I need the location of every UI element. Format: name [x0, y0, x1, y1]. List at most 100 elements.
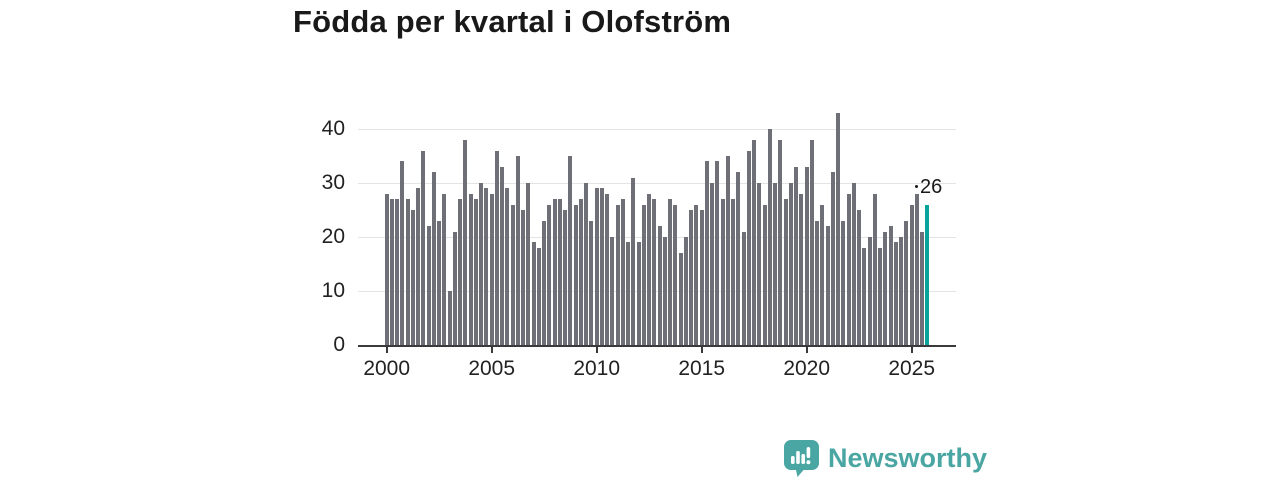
- bar: [589, 220, 594, 345]
- bar: [857, 210, 862, 345]
- last-value-label: 26: [920, 176, 943, 198]
- x-axis-line: [358, 345, 956, 347]
- x-tick-label: 2010: [573, 357, 621, 380]
- bar: [794, 166, 799, 345]
- bar: [531, 242, 536, 345]
- bar: [820, 204, 825, 345]
- gridline: [358, 237, 956, 238]
- chart-title: Födda per kvartal i Olofström: [293, 4, 732, 39]
- newsworthy-brand-link[interactable]: Newsworthy: [783, 439, 987, 477]
- bar: [479, 183, 484, 345]
- bar: [452, 231, 457, 345]
- bar: [883, 231, 888, 345]
- bar: [384, 193, 389, 345]
- bar: [636, 242, 641, 345]
- bar: [500, 166, 505, 345]
- bar: [668, 199, 673, 345]
- bar: [773, 183, 778, 345]
- y-tick-label: 20: [321, 225, 345, 248]
- x-tick-mark: [385, 347, 388, 353]
- bar: [899, 237, 904, 345]
- bar: [725, 156, 730, 345]
- bar: [505, 188, 510, 345]
- bar: [626, 242, 631, 345]
- bar: [426, 226, 431, 345]
- bar: [463, 139, 468, 345]
- bar: [673, 204, 678, 345]
- bar: [804, 166, 809, 345]
- x-tick-label: 2005: [468, 357, 516, 380]
- bar: [694, 204, 699, 345]
- bar: [678, 253, 683, 345]
- bar: [851, 183, 856, 345]
- bar: [599, 188, 604, 345]
- bar: [631, 177, 636, 345]
- bar: [468, 193, 473, 345]
- x-tick-label: 2015: [678, 357, 726, 380]
- bar: [447, 291, 452, 345]
- bar: [510, 204, 515, 345]
- bar: [715, 161, 720, 345]
- bar: [547, 204, 552, 345]
- bar: [867, 237, 872, 345]
- x-tick-label: 2025: [888, 357, 936, 380]
- bar: [762, 204, 767, 345]
- annotation-leader-dot: [915, 185, 918, 188]
- bar: [568, 156, 573, 345]
- bar: [699, 210, 704, 345]
- bar: [615, 204, 620, 345]
- bar: [799, 193, 804, 345]
- bar: [788, 183, 793, 345]
- bar: [841, 220, 846, 345]
- bar: [783, 199, 788, 345]
- gridline: [358, 129, 956, 130]
- bar: [815, 220, 820, 345]
- brand-name: Newsworthy: [827, 442, 987, 473]
- bar: [736, 172, 741, 345]
- bar: [416, 188, 421, 345]
- bar: [578, 199, 583, 345]
- bar: [657, 226, 662, 345]
- bar: [594, 188, 599, 345]
- bar: [920, 231, 925, 345]
- bar: [778, 139, 783, 345]
- bar: [437, 220, 442, 345]
- bar: [542, 220, 547, 345]
- bar: [610, 237, 615, 345]
- x-tick-mark: [490, 347, 493, 353]
- y-tick-label: 30: [321, 171, 345, 194]
- bar: [893, 242, 898, 345]
- bar: [647, 193, 652, 345]
- bar: [878, 247, 883, 345]
- bar: [563, 210, 568, 345]
- bar: [704, 161, 709, 345]
- bar: [410, 210, 415, 345]
- bar: [473, 199, 478, 345]
- bar: [825, 226, 830, 345]
- bar: [641, 204, 646, 345]
- bar: [421, 150, 426, 345]
- bar: [458, 199, 463, 345]
- bar: [710, 183, 715, 345]
- bar: [757, 183, 762, 345]
- x-tick-mark: [595, 347, 598, 353]
- x-tick-mark: [910, 347, 913, 353]
- bar: [662, 237, 667, 345]
- bar: [431, 172, 436, 345]
- bar: [400, 161, 405, 345]
- bar: [584, 183, 589, 345]
- bar: [888, 226, 893, 345]
- bar: [752, 139, 757, 345]
- bar: [872, 193, 877, 345]
- bar: [557, 199, 562, 345]
- gridline: [358, 183, 956, 184]
- bar: [836, 112, 841, 345]
- bar: [846, 193, 851, 345]
- bar: [605, 193, 610, 345]
- bar: [526, 183, 531, 345]
- y-tick-label: 10: [321, 279, 345, 302]
- bar: [720, 199, 725, 345]
- bar: [741, 231, 746, 345]
- bar: [521, 210, 526, 345]
